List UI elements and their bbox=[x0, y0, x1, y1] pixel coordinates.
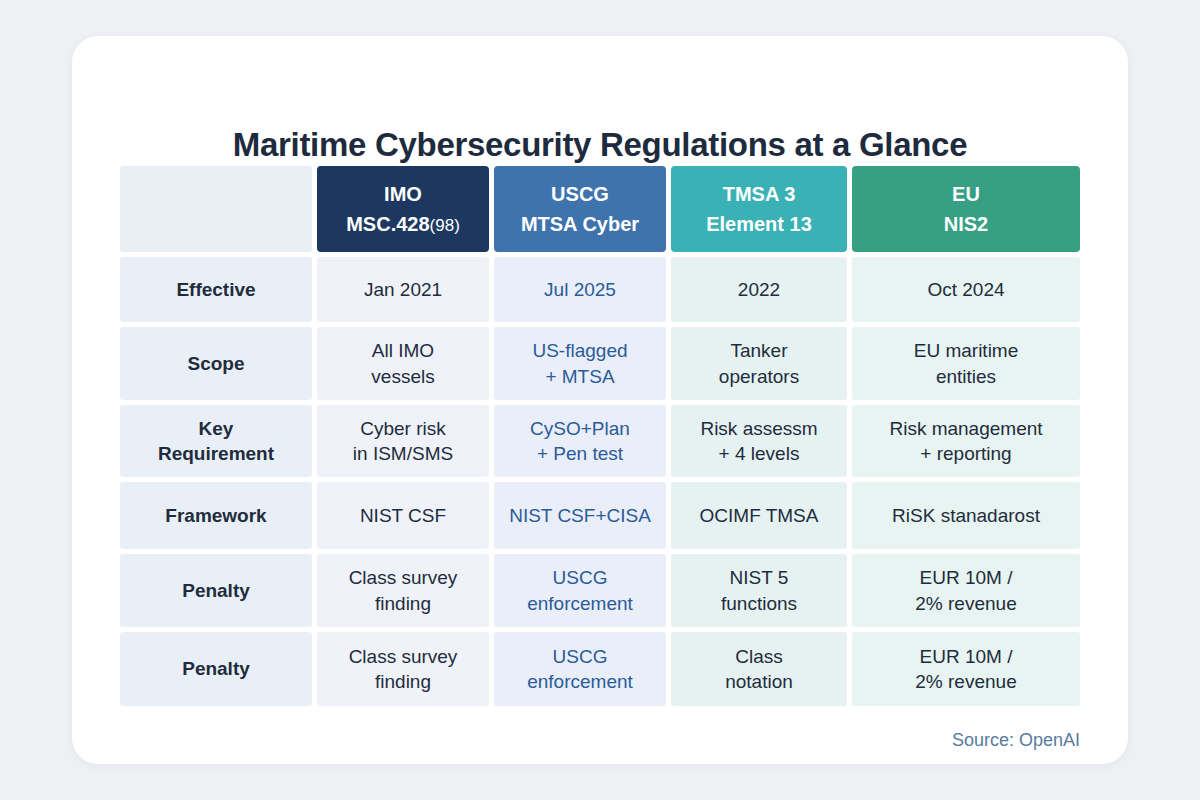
column-header-line2: MSC.428(98) bbox=[346, 209, 460, 239]
table-cell: NIST CSF bbox=[317, 482, 489, 549]
column-header-line1: IMO bbox=[384, 179, 422, 209]
column-header-line1: TMSA 3 bbox=[723, 179, 796, 209]
column-header-tmsa: TMSA 3 Element 13 bbox=[671, 166, 847, 252]
table-cell: Risk assessm + 4 levels bbox=[671, 405, 847, 477]
table-cell: US-flagged + MTSA bbox=[494, 327, 666, 400]
table-corner-cell bbox=[120, 166, 312, 252]
table-cell: All IMO vessels bbox=[317, 327, 489, 400]
table-cell: Class survey finding bbox=[317, 554, 489, 627]
source-credit: Source: OpenAI bbox=[952, 730, 1080, 751]
table-cell: CySO+Plan + Pen test bbox=[494, 405, 666, 477]
column-header-line1: EU bbox=[952, 179, 980, 209]
table-cell: NIST CSF+CISA bbox=[494, 482, 666, 549]
table-cell: RiSK stanadarost bbox=[852, 482, 1080, 549]
table-cell: Jul 2025 bbox=[494, 257, 666, 322]
table-cell: Tanker operators bbox=[671, 327, 847, 400]
row-label-framework: Framework bbox=[120, 482, 312, 549]
table-cell: USCG enforcement bbox=[494, 632, 666, 706]
table-cell: Cyber risk in ISM/SMS bbox=[317, 405, 489, 477]
table-cell: 2022 bbox=[671, 257, 847, 322]
regulations-table: IMO MSC.428(98) USCG MTSA Cyber TMSA 3 E… bbox=[120, 166, 1080, 706]
table-cell: USCG enforcement bbox=[494, 554, 666, 627]
infographic-card: Maritime Cybersecurity Regulations at a … bbox=[72, 36, 1128, 764]
row-label-effective: Effective bbox=[120, 257, 312, 322]
row-label-penalty-1: Penalty bbox=[120, 554, 312, 627]
column-header-line1: USCG bbox=[551, 179, 609, 209]
column-header-line2: Element 13 bbox=[706, 209, 812, 239]
table-cell: Jan 2021 bbox=[317, 257, 489, 322]
table-cell: EUR 10M / 2% revenue bbox=[852, 632, 1080, 706]
column-header-eu: EU NIS2 bbox=[852, 166, 1080, 252]
table-cell: EUR 10M / 2% revenue bbox=[852, 554, 1080, 627]
table-cell: OCIMF TMSA bbox=[671, 482, 847, 549]
row-label-penalty-2: Penalty bbox=[120, 632, 312, 706]
table-cell: Class notation bbox=[671, 632, 847, 706]
row-label-scope: Scope bbox=[120, 327, 312, 400]
column-header-suffix: (98) bbox=[430, 216, 460, 235]
row-label-key-requirement: Key Requirement bbox=[120, 405, 312, 477]
column-header-line2: MTSA Cyber bbox=[521, 209, 639, 239]
column-header-uscg: USCG MTSA Cyber bbox=[494, 166, 666, 252]
table-cell: NIST 5 functions bbox=[671, 554, 847, 627]
table-cell: Class survey finding bbox=[317, 632, 489, 706]
table-cell: Risk management + reporting bbox=[852, 405, 1080, 477]
table-cell: EU maritime entities bbox=[852, 327, 1080, 400]
column-header-line2: NIS2 bbox=[944, 209, 988, 239]
table-cell: Oct 2024 bbox=[852, 257, 1080, 322]
column-header-imo: IMO MSC.428(98) bbox=[317, 166, 489, 252]
page-title: Maritime Cybersecurity Regulations at a … bbox=[72, 126, 1128, 164]
